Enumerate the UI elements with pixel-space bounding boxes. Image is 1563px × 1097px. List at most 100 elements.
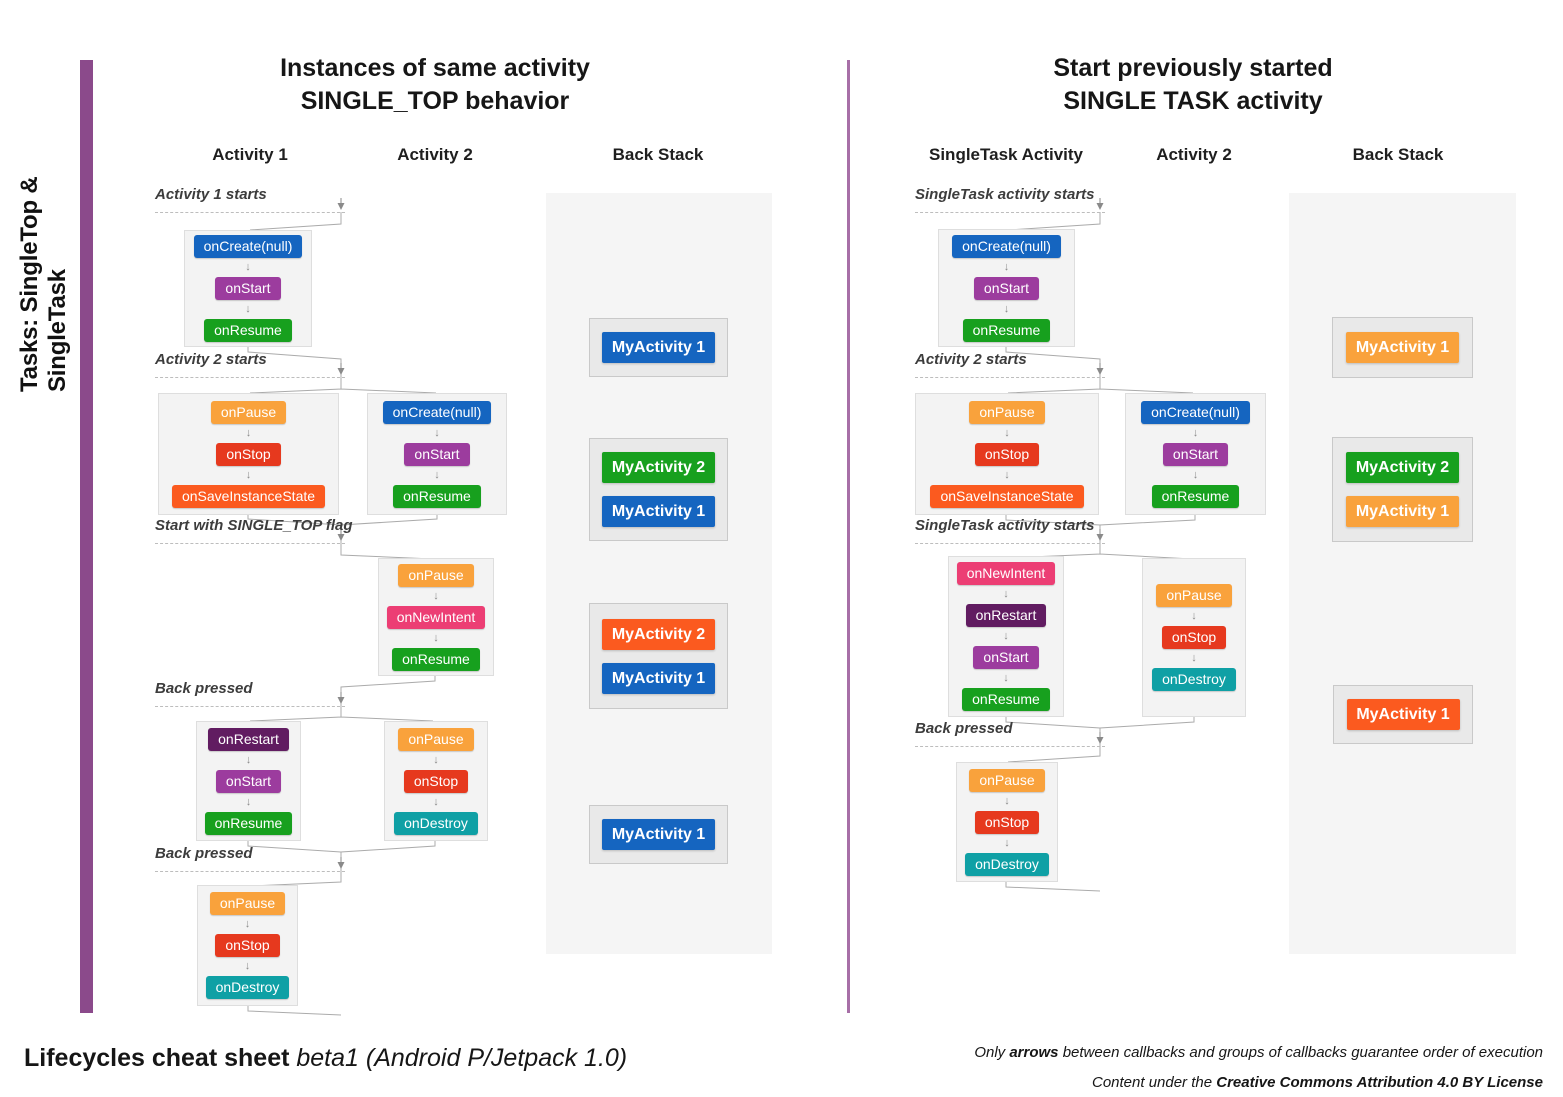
lifecycle-group: onPause onStop onDestroy — [1142, 558, 1246, 717]
step-label-text: Activity 2 starts — [155, 351, 267, 368]
stack-item: MyActivity 1 — [1346, 496, 1459, 527]
right-panel-title-line2: SINGLE TASK activity — [1063, 87, 1323, 115]
arrow-down-icon — [1003, 631, 1009, 642]
backstack-entry-box: MyActivity 2 MyActivity 1 — [589, 603, 728, 709]
step-label: SingleTask activity starts — [915, 186, 1105, 213]
footer-note-bold: arrows — [1009, 1044, 1059, 1061]
sheet-title-bold: Lifecycles cheat sheet — [24, 1044, 290, 1072]
callback-onStart: onStart — [404, 442, 470, 466]
step-label: Activity 1 starts — [155, 186, 345, 213]
arrow-down-icon — [433, 633, 439, 644]
arrow-down-icon — [245, 919, 251, 930]
lifecycle-group: onPause onStop onDestroy — [956, 762, 1058, 882]
backstack-entry-box: MyActivity 1 — [1333, 685, 1473, 744]
step-label-text: Activity 1 starts — [155, 186, 267, 203]
stack-item: MyActivity 1 — [602, 332, 715, 363]
arrow-down-icon — [1004, 796, 1010, 807]
right-panel-title: Start previously started SINGLE TASK act… — [993, 52, 1393, 118]
sheet-title-version: beta1 (Android P/Jetpack 1.0) — [289, 1044, 628, 1072]
arrow-down-icon — [433, 797, 439, 808]
step-label-text: SingleTask activity starts — [915, 517, 1095, 534]
callback-onPause: onPause — [1156, 584, 1232, 607]
arrow-down-icon — [1003, 673, 1009, 684]
footer-note-text: Only — [974, 1044, 1010, 1061]
footer-note-license: Content under the Creative Commons Attri… — [823, 1068, 1543, 1097]
callback-onPause: onPause — [209, 892, 286, 915]
callback-onStop: onStop — [974, 810, 1040, 834]
arrow-down-icon — [433, 591, 439, 602]
callback-onStart: onStart — [973, 646, 1039, 669]
footer-note-arrows: Only arrows between callbacks and groups… — [823, 1038, 1543, 1068]
callback-onResume: onResume — [962, 318, 1051, 342]
stack-item: MyActivity 2 — [602, 618, 715, 650]
callback-onStart: onStart — [215, 769, 282, 793]
callback-onResume: onResume — [204, 811, 293, 835]
arrow-down-icon — [434, 470, 440, 481]
lifecycle-group: onRestart onStart onResume — [196, 721, 301, 841]
callback-onResume: onResume — [1151, 484, 1240, 508]
lifecycle-group: onCreate(null) onStart onResume — [184, 230, 312, 347]
arrow-down-icon — [434, 428, 440, 439]
step-label-text: Back pressed — [915, 720, 1013, 737]
step-label: Activity 2 starts — [155, 351, 345, 378]
backstack-entry-box: MyActivity 1 — [589, 805, 728, 864]
arrow-down-icon — [245, 961, 251, 972]
backstack-entry-box: MyActivity 1 — [589, 318, 728, 377]
lifecycle-group: onPause onStop onDestroy — [197, 885, 298, 1006]
step-label: Back pressed — [915, 720, 1105, 747]
footer-license-bold: Creative Commons Attribution 4.0 BY Lice… — [1216, 1074, 1543, 1091]
arrow-down-icon — [1003, 589, 1009, 600]
step-label: Back pressed — [155, 680, 345, 707]
column-header-singletask-activity: SingleTask Activity — [929, 145, 1083, 164]
callback-onStart: onStart — [973, 276, 1040, 300]
callback-onNewIntent: onNewIntent — [956, 562, 1056, 585]
arrow-down-icon — [1193, 428, 1199, 439]
callback-onStop: onStop — [1161, 626, 1227, 649]
lifecycle-group: onCreate(null) onStart onResume — [367, 393, 507, 515]
arrow-down-icon — [245, 304, 251, 315]
right-panel-title-line1: Start previously started — [1053, 54, 1333, 82]
callback-onStop: onStop — [974, 442, 1040, 466]
stack-item: MyActivity 2 — [1346, 452, 1459, 483]
column-header-activity1: Activity 1 — [212, 145, 288, 164]
left-panel-title-line1: Instances of same activity — [280, 54, 590, 82]
sheet-title: Lifecycles cheat sheet beta1 (Android P/… — [24, 1044, 627, 1073]
arrow-down-icon — [1193, 470, 1199, 481]
backstack-panel — [1289, 193, 1516, 954]
callback-onPause: onPause — [969, 400, 1045, 424]
arrow-down-icon — [1004, 304, 1010, 315]
footer-note-text: between callbacks and groups of callback… — [1058, 1044, 1543, 1061]
lifecycle-group: onNewIntent onRestart onStart onResume — [948, 556, 1064, 717]
left-panel-title-line2: SINGLE_TOP behavior — [300, 87, 570, 115]
callback-onResume: onResume — [962, 688, 1050, 711]
callback-onPause: onPause — [969, 768, 1045, 792]
callback-onDestroy: onDestroy — [965, 852, 1049, 876]
panel-divider-bar — [847, 60, 850, 1013]
arrow-down-icon — [246, 797, 252, 808]
lifecycle-group: onCreate(null) onStart onResume — [1125, 393, 1266, 515]
callback-onDestroy: onDestroy — [1152, 668, 1236, 691]
stack-item: MyActivity 1 — [1346, 332, 1459, 363]
callback-onNewIntent: onNewIntent — [386, 605, 486, 629]
step-label-text: Back pressed — [155, 680, 253, 697]
arrow-down-icon — [1004, 428, 1010, 439]
step-label: SingleTask activity starts — [915, 517, 1105, 544]
arrow-down-icon — [246, 755, 252, 766]
callback-onCreate: onCreate(null) — [382, 400, 492, 424]
callback-onResume: onResume — [392, 647, 480, 671]
footer-notes: Only arrows between callbacks and groups… — [823, 1038, 1543, 1097]
stack-item: MyActivity 1 — [602, 819, 715, 850]
column-header-activity2: Activity 2 — [1156, 145, 1232, 164]
backstack-entry-box: MyActivity 2 MyActivity 1 — [1332, 437, 1473, 542]
backstack-entry-box: MyActivity 2 MyActivity 1 — [589, 438, 728, 541]
callback-onStop: onStop — [403, 769, 469, 793]
arrow-down-icon — [1004, 470, 1010, 481]
step-label: Activity 2 starts — [915, 351, 1105, 378]
arrow-down-icon — [246, 470, 252, 481]
tasks-vertical-label: Tasks: SingleTop & SingleTask — [16, 176, 71, 392]
step-label-text: Back pressed — [155, 845, 253, 862]
lifecycle-group: onPause onStop onDestroy — [384, 721, 488, 841]
arrow-down-icon — [1191, 611, 1197, 622]
arrow-down-icon — [245, 262, 251, 273]
